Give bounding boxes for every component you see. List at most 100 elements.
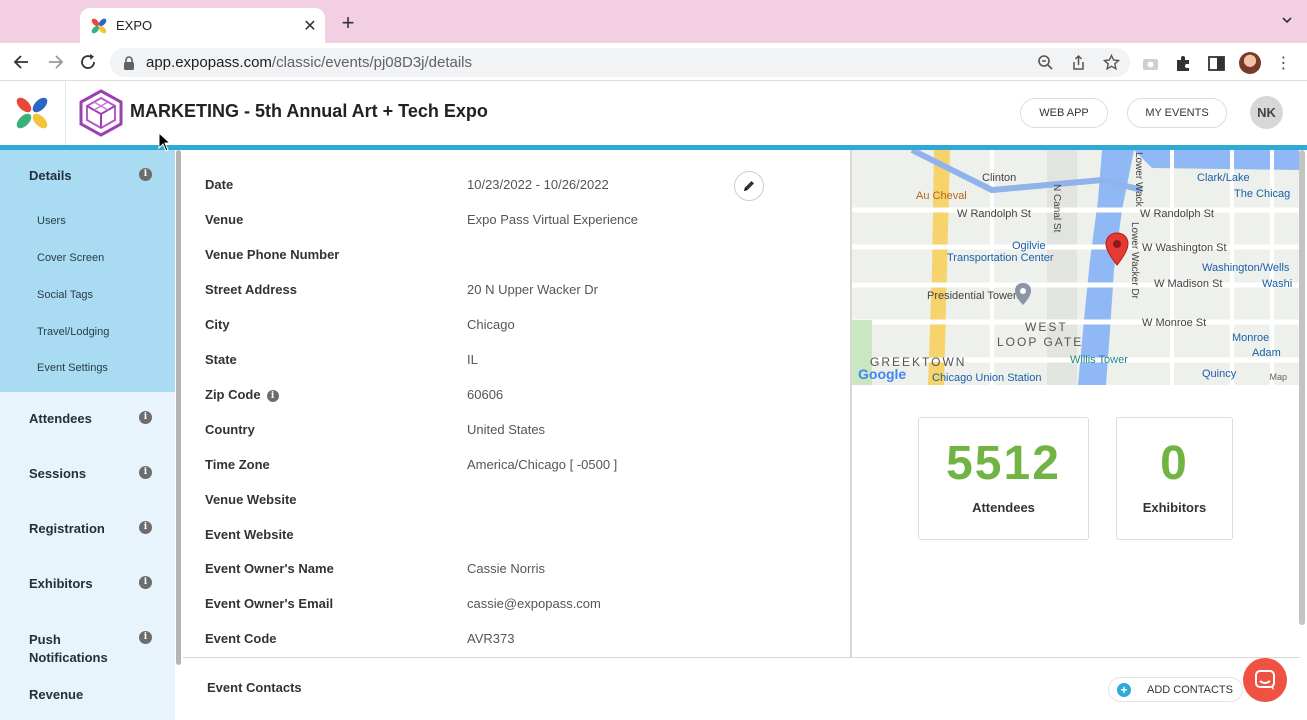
exhibitors-label: Exhibitors [1142,500,1207,515]
back-arrow-icon[interactable] [11,51,33,73]
map-label-washington-wells: Washington/Wells [1202,262,1290,274]
label-owner-email: Event Owner's Email [205,596,334,611]
sidebar-item-sessions[interactable]: Sessions [29,466,87,481]
event-cube-logo-icon [79,89,123,137]
chat-support-button[interactable] [1243,658,1287,702]
add-contacts-button[interactable]: + ADD CONTACTS [1108,677,1243,702]
map-label-greektown: GREEKTOWN [870,355,967,369]
map-label-adam: Adam [1252,347,1281,359]
address-bar[interactable]: app.expopass.com/classic/events/pj08D3j/… [110,48,1130,77]
map-label-union-station: Chicago Union Station [932,372,1042,384]
star-bookmark-icon[interactable] [1103,54,1120,71]
reload-icon[interactable] [77,51,99,73]
label-venue-website: Venue Website [205,492,297,507]
zoom-icon[interactable] [1037,54,1054,71]
location-pin-icon[interactable] [1105,232,1129,266]
new-tab-icon[interactable]: + [341,10,355,35]
value-event-code: AVR373 [467,631,515,646]
sidebar-item-revenue[interactable]: Revenue [29,687,84,702]
value-venue: Expo Pass Virtual Experience [467,212,639,227]
sidebar-subitem-social-tags[interactable]: Social Tags [37,289,94,301]
sidebar-section-details [0,150,175,392]
forward-arrow-icon[interactable] [44,51,66,73]
sidebar-subitem-users[interactable]: Users [37,215,66,227]
more-menu-icon[interactable]: ⋮ [1275,54,1292,72]
info-icon[interactable]: i [266,390,279,402]
map-label-lower-wacker-top: Lower Wack [1133,152,1144,207]
info-icon[interactable]: i [139,521,152,534]
map-label-w-monroe: W Monroe St [1142,317,1207,329]
label-state: State [205,352,237,367]
map-label-w-randolph-2: W Randolph St [1140,208,1214,220]
sidebar-subitem-event-settings[interactable]: Event Settings [37,362,108,374]
event-details-panel: Date 10/23/2022 - 10/26/2022 Venue Expo … [183,150,850,658]
exhibitors-stat-card: 0 Exhibitors [1116,417,1233,540]
sidebar-item-details[interactable]: Details [29,168,72,183]
url-path: /classic/events/pj08D3j/details [271,54,473,71]
user-avatar[interactable]: NK [1250,96,1283,129]
sidebar-item-exhibitors[interactable]: Exhibitors [29,576,93,591]
sidebar-item-registration[interactable]: Registration [29,521,105,536]
label-city: City [205,317,230,332]
panel-divider [850,150,852,658]
sidebar-subitem-travel-lodging[interactable]: Travel/Lodging [37,326,110,338]
chevron-down-icon[interactable] [1281,14,1293,26]
map-label-w-washington: W Washington St [1142,242,1227,254]
sidebar: Details i Users Cover Screen Social Tags… [0,150,175,720]
url-domain: app.expopass.com [146,54,272,71]
sidebar-subitem-cover-screen[interactable]: Cover Screen [37,252,105,264]
sidebar-item-attendees[interactable]: Attendees [29,411,92,426]
sidebar-item-push-notifications[interactable]: Push Notifications [29,632,108,665]
pencil-icon [744,181,754,191]
browser-tab-bar: EXPO ✕ + [0,0,1307,43]
info-icon[interactable]: i [139,411,152,424]
edit-details-button[interactable] [734,171,764,201]
browser-toolbar: app.expopass.com/classic/events/pj08D3j/… [0,43,1307,81]
label-venue-phone: Venue Phone Number [205,247,340,262]
exhibitors-count: 0 [1160,437,1189,490]
label-time-zone: Time Zone [205,457,270,472]
expopass-logo-icon[interactable] [14,95,50,131]
chat-icon [1255,670,1275,690]
my-events-button[interactable]: MY EVENTS [1127,98,1227,128]
browser-tab[interactable]: EXPO ✕ [80,8,325,43]
map-label-presidential-towers: Presidential Towers [927,290,1023,302]
plus-circle-icon: + [1117,682,1131,697]
map-label-clinton: Clinton [982,172,1017,184]
puzzle-extensions-icon[interactable] [1173,53,1194,74]
section-divider [183,657,1300,658]
map-label-n-canal: N Canal St [1051,184,1062,233]
info-icon[interactable]: i [139,168,152,181]
value-date: 10/23/2022 - 10/26/2022 [467,177,609,192]
tab-title: EXPO [116,18,153,33]
map-label-monroe: Monroe [1232,332,1270,344]
label-venue: Venue [205,212,244,227]
venue-map[interactable]: Clinton Au Cheval W Randolph St W Randol… [852,150,1299,385]
profile-avatar[interactable] [1239,52,1261,74]
value-time-zone: America/Chicago [ -0500 ] [467,457,618,472]
map-label-willis-tower: Willis Tower [1070,354,1128,366]
share-icon[interactable] [1070,54,1087,71]
value-owner-name: Cassie Norris [467,561,546,576]
map-label-west: WEST [1025,320,1068,334]
label-zip-code-text: Zip Code [205,387,261,402]
map-label-transportation-center: Transportation Center [947,252,1054,264]
value-country: United States [467,422,546,437]
close-tab-icon[interactable]: ✕ [303,17,317,35]
sidebar-scrollbar[interactable] [176,150,181,665]
info-icon[interactable]: i [139,631,152,644]
map-label-quincy: Quincy [1202,368,1237,380]
info-icon[interactable]: i [139,576,152,589]
map-label-ogilvie: Ogilvie [1012,240,1046,252]
label-country: Country [205,422,255,437]
value-zip-code: 60606 [467,387,504,402]
extension-camera-icon[interactable] [1140,53,1161,74]
web-app-button[interactable]: WEB APP [1020,98,1108,128]
label-owner-name: Event Owner's Name [205,561,334,576]
google-logo: Google [858,366,907,382]
attendees-stat-card: 5512 Attendees [918,417,1089,540]
info-icon[interactable]: i [139,466,152,479]
page-scrollbar[interactable] [1299,150,1305,625]
side-panel-icon[interactable] [1206,53,1227,74]
label-street-address: Street Address [205,282,297,297]
